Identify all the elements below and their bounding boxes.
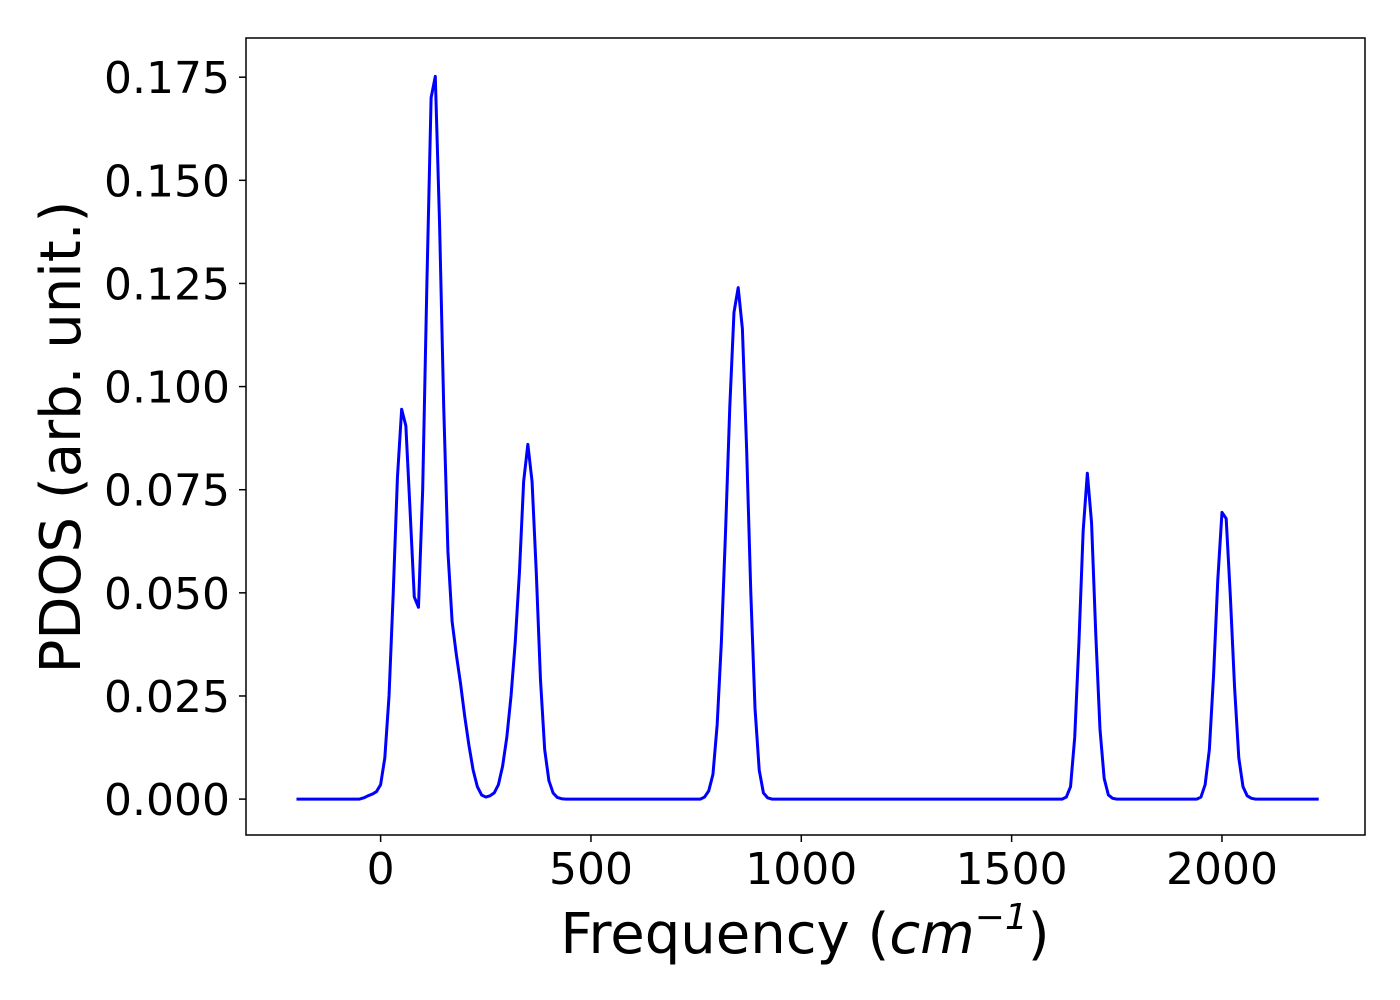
- y-tick-label: 0.050: [104, 569, 230, 620]
- pdos-curve: [296, 74, 1319, 801]
- y-tick-label: 0.150: [104, 156, 230, 207]
- axis-ticks: 0 500 1000 1500 2000 0.000 0.025 0.050 0.075 0.10…: [104, 53, 1278, 895]
- x-tick-label: 500: [549, 844, 633, 895]
- x-tick-label: 1500: [956, 844, 1068, 895]
- y-tick-label: 0.000: [104, 775, 230, 826]
- plot-area: [245, 37, 1366, 836]
- x-axis-label-suffix: ): [1028, 902, 1050, 967]
- x-axis-label-prefix: Frequency (: [560, 902, 889, 967]
- y-tick-label: 0.125: [104, 259, 230, 310]
- y-tick-label: 0.025: [104, 672, 230, 723]
- x-axis-label-math: cm: [889, 902, 974, 967]
- x-tick-label: 0: [367, 844, 395, 895]
- x-axis-label-sup: −1: [975, 897, 1028, 938]
- x-tick-label: 2000: [1166, 844, 1278, 895]
- x-axis-label: Frequency (cm−1): [560, 897, 1049, 967]
- y-tick-label: 0.100: [104, 363, 230, 414]
- y-tick-label: 0.075: [104, 466, 230, 517]
- y-axis-label: PDOS (arb. unit.): [29, 201, 94, 674]
- x-tick-label: 1000: [745, 844, 857, 895]
- y-tick-label: 0.175: [104, 53, 230, 104]
